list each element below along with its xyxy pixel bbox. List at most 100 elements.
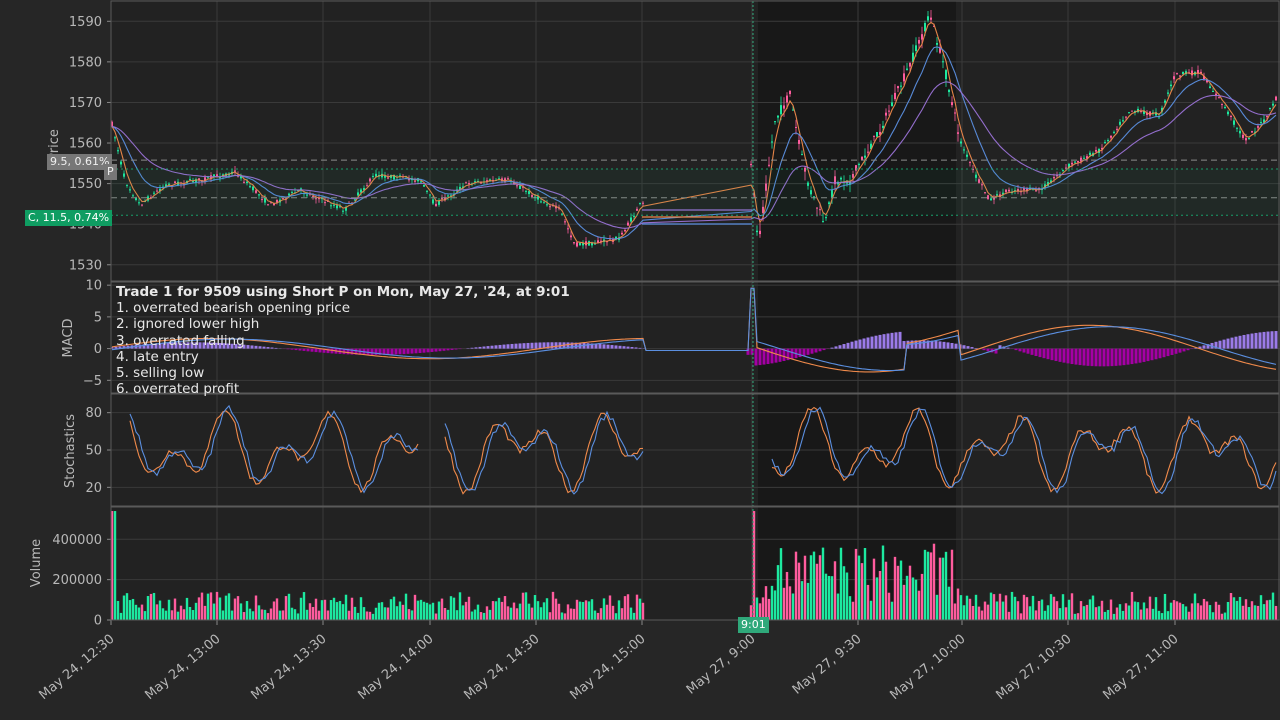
macd-histogram-bar [378,348,382,355]
macd-histogram-bar [142,344,146,349]
macd-histogram-bar [950,342,954,349]
volume-bar [338,600,342,620]
macd-histogram-bar [1110,348,1114,367]
volume-bar [1187,611,1191,620]
macd-histogram-bar [426,348,430,353]
candle-body [111,121,113,127]
candle-body [1122,120,1124,122]
volume-bar [902,584,906,620]
volume-bar [1067,599,1071,620]
macd-histogram-bar [1034,348,1038,357]
macd-histogram-bar [1274,331,1278,349]
session-shade-macd [758,282,956,393]
volume-bar [116,600,120,620]
y-tick-label: 80 [85,406,102,421]
macd-histogram-bar [1238,335,1242,349]
volume-bar [614,613,618,620]
macd-histogram-bar [266,347,270,349]
candle-body [582,243,584,246]
macd-histogram-bar [174,342,178,349]
volume-bar [371,613,375,620]
candle-body [864,155,866,158]
volume-bar [1154,597,1158,620]
volume-bar [1268,599,1272,620]
candle-body [900,85,902,87]
volume-bar [935,594,939,620]
volume-bar [944,551,948,620]
macd-histogram-bar [1102,348,1106,367]
volume-bar [899,560,903,620]
volume-bar [1130,591,1134,620]
macd-histogram-bar [1122,348,1126,366]
candle-body [204,177,206,182]
volume-bar [119,612,123,620]
volume-bar [308,603,312,620]
volume-bar [869,600,873,620]
macd-histogram-bar [242,344,246,349]
macd-histogram-bar [486,346,490,349]
macd-histogram-bar [222,343,226,349]
volume-bar [476,604,480,620]
volume-bar [1256,605,1260,620]
volume-bar [257,605,261,620]
macd-histogram-bar [1130,348,1134,365]
volume-bar [1043,610,1047,620]
volume-bar [344,594,348,620]
volume-bar [611,605,615,620]
candle-body [789,90,791,95]
macd-histogram-bar [1218,340,1222,349]
y-tick-label: 200000 [52,573,102,588]
candle-body [129,189,131,191]
volume-bar [815,563,819,620]
volume-bar [1046,605,1050,620]
macd-histogram-bar [750,348,754,355]
volume-bar [965,595,969,620]
candle-body [486,180,488,182]
candle-body [1233,120,1235,125]
candle-body [579,243,581,246]
macd-histogram-bar [418,348,422,353]
volume-bar [1025,597,1029,620]
candle-body [849,181,851,185]
candle-body [1008,189,1010,192]
trade-note-5: 5. selling low [116,365,205,382]
candle-body [1239,130,1241,134]
macd-histogram-bar [1262,331,1266,349]
volume-bar [449,596,453,620]
volume-bar [833,561,837,620]
volume-bar [194,602,198,620]
volume-bar [155,604,159,620]
macd-histogram-bar [1154,348,1158,360]
macd-histogram-bar [1106,348,1110,367]
macd-histogram-bar [878,334,882,349]
volume-bar [1058,608,1062,620]
volume-bar [275,598,279,620]
candle-body [1212,91,1214,93]
candle-body [300,188,302,191]
candle-body [957,132,959,134]
volume-bar [422,601,426,620]
volume-bar [1076,613,1080,620]
candle-body [1242,134,1244,138]
volume-axis-label: Volume [29,539,44,587]
macd-histogram-bar [798,348,802,358]
candle-body [1248,137,1250,139]
macd-histogram-bar [438,348,442,352]
candle-body [855,165,857,171]
volume-bar [806,582,810,620]
macd-histogram-bar [1006,347,1010,349]
macd-histogram-bar [398,348,402,355]
volume-bar [1238,596,1242,620]
candle-body [921,34,923,40]
volume-bar [539,607,543,620]
volume-bar [632,612,636,620]
volume-bar [1157,610,1161,620]
volume-bar [881,545,885,620]
candle-body [291,191,293,193]
volume-bar [749,605,753,620]
panel-bg-price [111,1,1280,281]
volume-bar [203,605,207,620]
x-tick-label: May 24, 12:30 [36,632,117,703]
macd-histogram-bar [970,347,974,349]
